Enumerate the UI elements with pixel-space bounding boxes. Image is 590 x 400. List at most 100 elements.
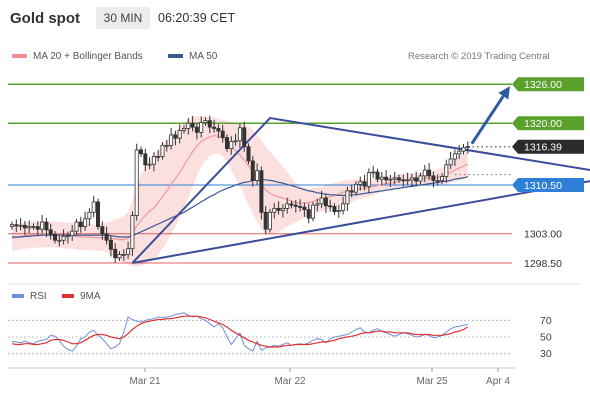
bollinger-bands	[12, 116, 468, 267]
candle-body	[259, 170, 264, 213]
candle	[328, 199, 333, 212]
candle	[87, 208, 92, 226]
rsi-ma-swatch	[62, 294, 74, 299]
triangle-pattern	[131, 86, 590, 264]
candle	[186, 118, 191, 135]
candle-body	[194, 126, 199, 133]
candle-body	[457, 150, 462, 155]
candle	[117, 251, 122, 262]
rsi-line	[11, 312, 468, 352]
candle	[113, 243, 118, 263]
bollinger-fill	[12, 116, 468, 267]
candle	[375, 168, 380, 183]
candle	[405, 172, 410, 185]
candle	[100, 221, 105, 240]
candle-body	[156, 155, 161, 158]
candle-body	[366, 172, 371, 187]
candle-body	[448, 158, 453, 166]
candle-body	[267, 211, 272, 230]
candle	[457, 145, 462, 159]
candle	[18, 218, 23, 231]
level-label-box	[512, 77, 584, 92]
candle-body	[276, 207, 281, 211]
candle	[57, 235, 62, 247]
level-label-text: 1298.50	[524, 258, 562, 270]
rsi-ma-label: 9MA	[80, 291, 101, 302]
candle	[353, 181, 358, 196]
candle-body	[435, 180, 440, 182]
timeframe-badge[interactable]: 30 MIN	[96, 7, 150, 29]
time-tick-label: Mar 25	[416, 376, 448, 387]
candle-body	[104, 233, 109, 241]
candle-body	[384, 176, 389, 181]
triangle-upper-line	[131, 116, 590, 264]
candle	[83, 211, 88, 231]
candle-body	[418, 175, 423, 182]
candle-body	[289, 203, 294, 206]
candle-body	[439, 176, 444, 181]
candle-body	[22, 224, 27, 229]
candle-body	[263, 211, 268, 230]
candle-body	[220, 130, 225, 138]
candle	[224, 134, 229, 152]
candle-body	[224, 137, 229, 150]
candle-body	[233, 140, 238, 143]
candle-body	[177, 129, 182, 139]
candle-body	[465, 146, 470, 149]
candle-body	[181, 128, 186, 131]
candle-body	[87, 211, 92, 220]
candle-body	[190, 122, 195, 128]
candle	[349, 184, 354, 198]
candle-body	[126, 248, 131, 255]
candle-body	[14, 224, 19, 227]
candle	[285, 197, 290, 214]
level-label-1303.00: 1303.00	[524, 229, 562, 241]
candle-body	[151, 155, 156, 165]
candle-body	[138, 149, 143, 155]
candle	[319, 190, 324, 209]
level-label-text: 1320.00	[524, 118, 562, 130]
candle	[418, 172, 423, 185]
candle	[409, 173, 414, 187]
candle	[35, 221, 40, 236]
candle	[396, 174, 401, 184]
candle-body	[100, 226, 105, 235]
candle	[293, 199, 298, 213]
candle-body	[96, 201, 101, 227]
projection-arrow-shaft	[470, 95, 505, 145]
level-label-text: 1316.39	[524, 142, 562, 154]
rsi-ma-line	[11, 315, 469, 348]
candle-body	[388, 178, 393, 181]
candle	[130, 211, 135, 256]
candle	[384, 170, 389, 185]
level-label-box	[512, 116, 584, 131]
candle-body	[242, 127, 247, 148]
time-axis: Mar 21 Mar 22 Mar 25 Apr 4	[8, 367, 516, 387]
candle-body	[130, 215, 135, 250]
ma-bands-swatch	[12, 54, 27, 59]
candle-body	[216, 128, 221, 132]
candle	[323, 193, 328, 213]
candle-body	[280, 207, 285, 211]
candle	[263, 206, 268, 235]
candle	[332, 203, 337, 215]
candle-body	[31, 226, 36, 229]
candle	[392, 171, 397, 185]
candle	[160, 142, 165, 160]
candle-body	[392, 177, 397, 180]
candle	[199, 116, 204, 138]
rsi-swatch	[12, 294, 24, 299]
candle	[134, 143, 139, 221]
candle	[289, 200, 294, 209]
legend-ma50: MA 50	[168, 51, 217, 62]
candle-body	[108, 239, 113, 250]
candle	[91, 195, 96, 218]
candle-body	[345, 190, 350, 205]
ma50-swatch	[168, 54, 183, 59]
candle-body	[310, 204, 315, 219]
candle	[401, 174, 406, 187]
candle	[267, 209, 272, 233]
candle	[220, 124, 225, 143]
candle	[126, 241, 131, 259]
